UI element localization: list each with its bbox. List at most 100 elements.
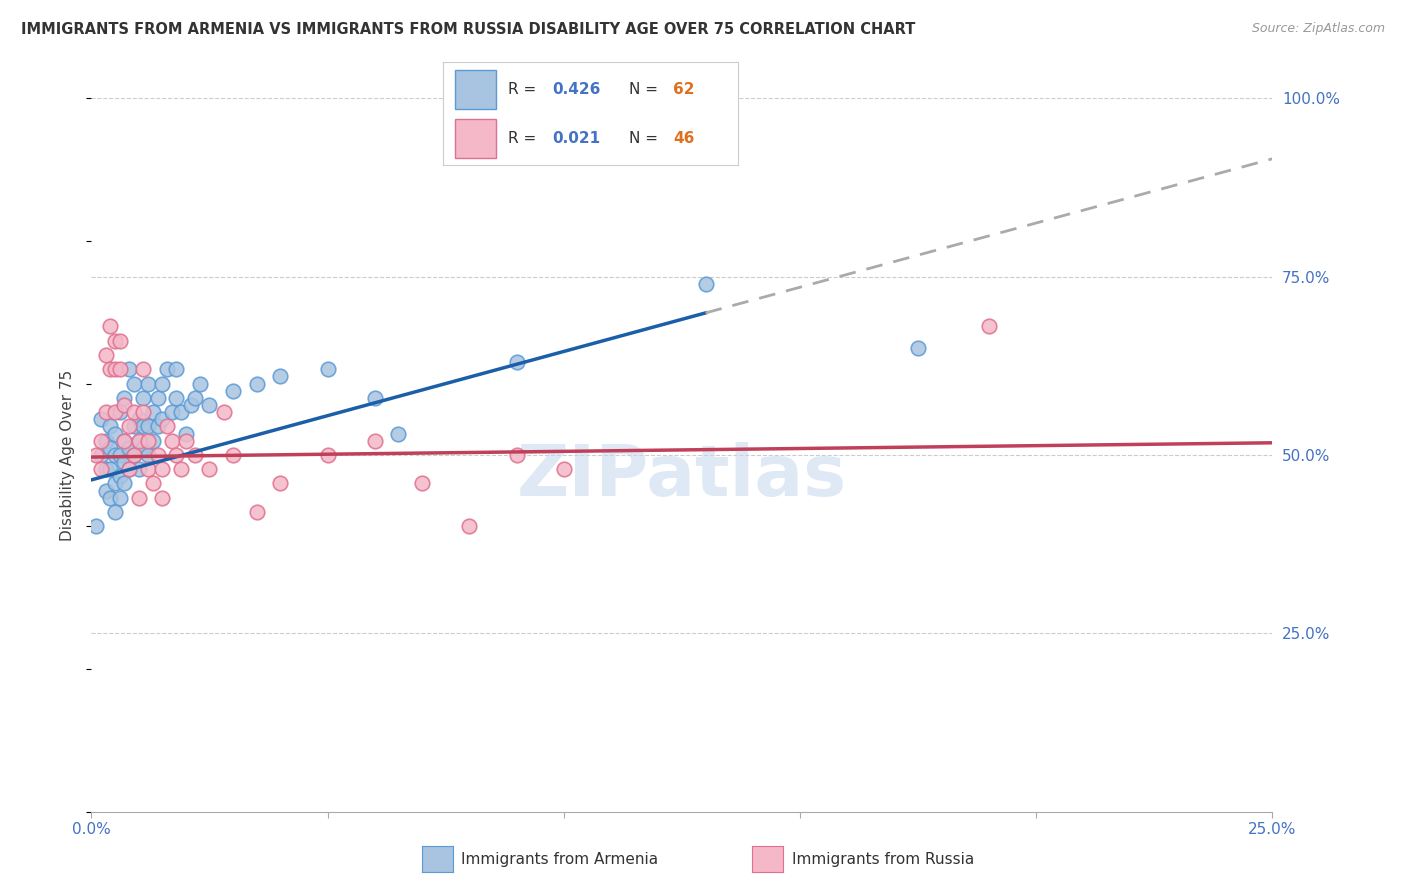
Point [108, 362, 131, 376]
Point [90, 448, 112, 462]
Text: R =: R = [508, 131, 541, 146]
Point [165, 448, 187, 462]
Point [128, 412, 150, 426]
Point [142, 434, 165, 448]
Point [118, 419, 141, 434]
Point [146, 391, 169, 405]
Text: 62: 62 [673, 82, 695, 97]
Point [84, 519, 107, 533]
Point [198, 462, 221, 476]
Point [104, 334, 127, 348]
Point [411, 476, 433, 491]
Point [94, 348, 117, 362]
Point [136, 434, 159, 448]
Point [104, 505, 127, 519]
Point [180, 398, 202, 412]
Point [150, 376, 173, 391]
Point [98, 441, 121, 455]
Point [212, 405, 235, 419]
Point [108, 405, 131, 419]
Point [90, 462, 112, 476]
Point [174, 426, 197, 441]
Point [94, 462, 117, 476]
Text: Immigrants from Armenia: Immigrants from Armenia [461, 853, 658, 867]
Text: Immigrants from Russia: Immigrants from Russia [792, 853, 974, 867]
Point [269, 369, 291, 384]
Point [316, 362, 339, 376]
Text: IMMIGRANTS FROM ARMENIA VS IMMIGRANTS FROM RUSSIA DISABILITY AGE OVER 75 CORRELA: IMMIGRANTS FROM ARMENIA VS IMMIGRANTS FR… [21, 22, 915, 37]
Point [104, 476, 127, 491]
Point [977, 319, 1000, 334]
Point [104, 426, 127, 441]
Point [128, 434, 150, 448]
Point [174, 434, 197, 448]
Point [160, 434, 183, 448]
Point [114, 434, 136, 448]
Text: 0.426: 0.426 [553, 82, 600, 97]
Point [364, 434, 387, 448]
Point [122, 405, 145, 419]
Point [108, 469, 131, 483]
Point [98, 462, 121, 476]
Point [98, 491, 121, 505]
Point [364, 391, 387, 405]
Point [505, 448, 527, 462]
Text: N =: N = [628, 131, 662, 146]
Point [165, 362, 187, 376]
Point [98, 419, 121, 434]
Point [222, 448, 245, 462]
Point [114, 391, 136, 405]
Point [458, 519, 481, 533]
Point [94, 434, 117, 448]
Point [114, 398, 136, 412]
Text: R =: R = [508, 82, 541, 97]
Point [188, 376, 211, 391]
Point [132, 405, 155, 419]
Point [132, 391, 155, 405]
Point [122, 448, 145, 462]
Point [695, 277, 717, 291]
Point [150, 462, 173, 476]
Point [114, 455, 136, 469]
Point [132, 419, 155, 434]
Point [316, 448, 339, 462]
Point [146, 419, 169, 434]
Point [132, 362, 155, 376]
Point [128, 434, 150, 448]
Text: Source: ZipAtlas.com: Source: ZipAtlas.com [1251, 22, 1385, 36]
Point [160, 405, 183, 419]
Point [142, 405, 165, 419]
Point [132, 441, 155, 455]
Bar [454, 119, 496, 158]
Point [118, 441, 141, 455]
Text: 46: 46 [673, 131, 695, 146]
Point [150, 412, 173, 426]
Text: N =: N = [628, 82, 662, 97]
Y-axis label: Disability Age Over 75: Disability Age Over 75 [60, 369, 76, 541]
Point [128, 462, 150, 476]
Point [122, 448, 145, 462]
Point [128, 491, 150, 505]
Point [156, 362, 179, 376]
Point [98, 319, 121, 334]
Point [108, 448, 131, 462]
Point [122, 419, 145, 434]
Point [118, 462, 141, 476]
Point [90, 434, 112, 448]
Point [150, 491, 173, 505]
Point [98, 362, 121, 376]
Point [104, 362, 127, 376]
Point [114, 476, 136, 491]
Point [222, 384, 245, 398]
Point [90, 412, 112, 426]
Point [146, 448, 169, 462]
Point [246, 505, 269, 519]
Point [104, 448, 127, 462]
Point [907, 341, 929, 355]
Point [505, 355, 527, 369]
Point [170, 405, 193, 419]
Text: 0.021: 0.021 [553, 131, 600, 146]
Point [108, 491, 131, 505]
Point [118, 462, 141, 476]
Point [118, 362, 141, 376]
